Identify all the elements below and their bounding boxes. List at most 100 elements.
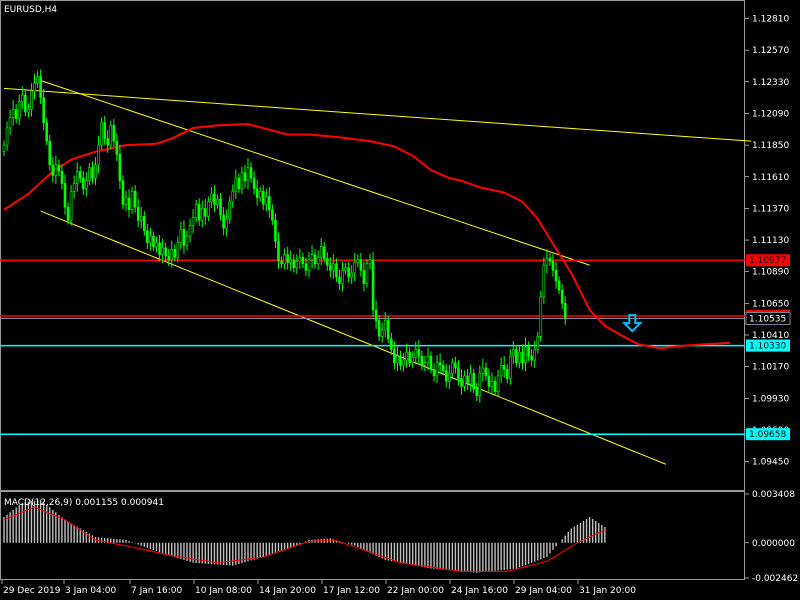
candle-body [255,188,259,199]
price-tick-label: 1.11610 [752,173,789,183]
candle-body [478,372,482,396]
candle-body [380,329,384,337]
candle-body [414,349,418,358]
candle-body [359,259,363,271]
time-tick-label: 31 Jan 20:00 [579,586,636,596]
candle-body [521,351,524,364]
chart-title: EURUSD,H4 [4,5,57,15]
candle-body [554,270,558,282]
candle-body [207,201,210,217]
candle-body [216,198,219,205]
candle-body [454,362,457,369]
down-arrow-icon [621,314,643,333]
candle-body [356,259,360,263]
candle-body [139,216,143,221]
candle-body [72,183,76,192]
candle-body [85,180,88,189]
candle-body [383,320,387,331]
candle-body [533,349,537,361]
candle-body [301,256,305,265]
candle-body [36,76,39,84]
macd-frame [0,491,745,580]
candle-body [551,260,555,271]
candle-body [268,196,271,211]
candle-body [33,82,36,92]
candle-body [42,97,45,123]
candle-body [91,167,94,179]
moving-average [3,123,730,350]
trendline [40,80,590,266]
candle-body [295,260,299,269]
candle-body [362,270,366,284]
candle-body [469,372,472,385]
candle-body [502,365,506,370]
candle-body [78,171,82,179]
candle-body [539,296,543,337]
candle-body [130,190,134,211]
candle-body [121,180,125,205]
candle-body [143,216,146,232]
candle-body [240,172,244,189]
candle-body [146,230,149,244]
candle-body [512,349,515,357]
candle-body [118,154,122,182]
candle-body [411,357,415,364]
candle-body [286,254,289,263]
candle-body [316,256,320,265]
candle-body [149,235,152,244]
candle-body [60,171,64,184]
candle-body [274,219,277,242]
price-tick-label: 1.12330 [752,78,789,88]
candle-body [243,172,247,182]
price-level-tag-label: 1.09658 [749,430,786,440]
candle-body [527,346,530,357]
candle-body [88,167,91,182]
candle-body [325,258,329,266]
price-tick-label: 1.11370 [752,204,789,214]
candle-body [200,208,204,221]
macd-tick-label: 0.000000 [752,539,795,549]
candle-body [310,254,314,261]
candle-body [271,209,274,221]
candle-body [426,355,430,364]
macd-tick-label: 0.003408 [752,490,795,500]
price-level-tag-label: 1.10330 [749,342,786,352]
candle-body [457,367,460,379]
candle-body [396,355,399,364]
candle-body [152,235,155,247]
price-tick-label: 1.11130 [752,236,789,246]
candle-body [222,214,225,229]
candle-body [194,204,198,218]
candle-body [124,197,128,205]
candle-body [167,255,170,261]
macd-panel: 0.003408 0.000000 -0.002462 [3,490,798,584]
price-tick-label: 1.09930 [752,394,789,404]
candle-body [545,258,549,266]
candle-body [353,262,357,274]
price-tick-label: 1.12090 [752,109,789,119]
candle-body [176,242,180,258]
candle-body [258,190,262,199]
price-tick-label: 1.10890 [752,268,789,278]
candle-body [423,362,427,366]
candle-body [530,355,533,361]
candle-body [136,206,140,221]
candle-body [11,109,15,118]
candle-body [24,94,27,113]
candle-body [298,256,302,262]
time-tick-label: 7 Jan 16:00 [131,586,183,596]
candle-body [307,259,311,271]
candle-body [451,362,454,374]
candle-body [127,197,131,211]
candle-body [261,190,265,205]
candle-body [441,365,445,371]
candle-body [2,144,6,153]
candle-body [191,217,195,226]
candle-body [481,367,485,374]
candle-body [289,259,293,263]
price-tick-label: 1.12570 [752,46,789,56]
trendline [40,210,667,465]
candle-body [496,375,500,393]
